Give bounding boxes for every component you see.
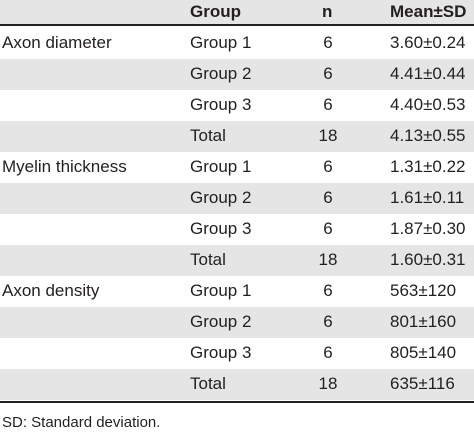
table-row: Group 3 6 4.40±0.53 — [0, 90, 474, 121]
header-mean-sd: Mean±SD — [390, 2, 467, 21]
cell-n: 6 — [323, 95, 333, 114]
cell-mean-sd: 4.13±0.55 — [390, 126, 466, 145]
table-row: Group 3 6 1.87±0.30 — [0, 214, 474, 245]
table-row: Group 3 6 805±140 — [0, 338, 474, 369]
cell-group: Total — [190, 250, 226, 269]
cell-group: Group 3 — [190, 343, 252, 362]
cell-n: 6 — [323, 281, 333, 300]
cell-mean-sd: 1.61±0.11 — [390, 188, 465, 207]
cell-mean-sd: 1.31±0.22 — [390, 157, 466, 176]
cell-n: 18 — [318, 126, 338, 145]
cell-mean-sd: 1.60±0.31 — [390, 250, 466, 269]
cell-mean-sd: 1.87±0.30 — [390, 219, 466, 238]
header-group: Group — [190, 2, 241, 21]
cell-n: 6 — [323, 219, 333, 238]
cell-mean-sd: 805±140 — [390, 343, 457, 362]
cell-variable: Axon diameter — [2, 33, 112, 52]
table-row: Total 18 635±116 — [0, 369, 474, 400]
cell-group: Group 2 — [190, 188, 252, 207]
table-header-row: Group n Mean±SD — [0, 0, 474, 24]
cell-n: 6 — [323, 312, 333, 331]
cell-n: 6 — [323, 343, 333, 362]
cell-group: Total — [190, 126, 226, 145]
cell-variable: Axon density — [2, 281, 100, 300]
cell-group: Group 2 — [190, 312, 252, 331]
cell-group: Total — [190, 374, 226, 393]
cell-n: 6 — [323, 157, 333, 176]
cell-group: Group 2 — [190, 64, 252, 83]
table-row: Group 2 6 1.61±0.11 — [0, 183, 474, 214]
table-top-rule — [0, 24, 474, 26]
cell-group: Group 3 — [190, 95, 252, 114]
table-footnote: SD: Standard deviation. — [2, 414, 161, 431]
header-n: n — [322, 2, 333, 21]
cell-mean-sd: 4.40±0.53 — [390, 95, 466, 114]
cell-mean-sd: 563±120 — [390, 281, 457, 300]
cell-n: 18 — [318, 250, 338, 269]
cell-n: 6 — [323, 64, 333, 83]
cell-mean-sd: 635±116 — [390, 374, 455, 393]
cell-variable: Myelin thickness — [2, 157, 127, 176]
table-bottom-rule — [0, 401, 474, 403]
cell-group: Group 1 — [190, 157, 252, 176]
table-row: Myelin thickness Group 1 6 1.31±0.22 — [0, 152, 474, 183]
cell-mean-sd: 3.60±0.24 — [390, 33, 466, 52]
table-row: Axon diameter Group 1 6 3.60±0.24 — [0, 28, 474, 59]
table-row: Group 2 6 4.41±0.44 — [0, 59, 474, 90]
table-row: Group 2 6 801±160 — [0, 307, 474, 338]
table-row: Total 18 1.60±0.31 — [0, 245, 474, 276]
cell-n: 6 — [323, 188, 333, 207]
table-row: Total 18 4.13±0.55 — [0, 121, 474, 152]
cell-group: Group 3 — [190, 219, 252, 238]
cell-n: 18 — [318, 374, 338, 393]
table-row: Axon density Group 1 6 563±120 — [0, 276, 474, 307]
cell-group: Group 1 — [190, 281, 252, 300]
cell-mean-sd: 801±160 — [390, 312, 457, 331]
cell-n: 6 — [323, 33, 333, 52]
cell-group: Group 1 — [190, 33, 252, 52]
cell-mean-sd: 4.41±0.44 — [390, 64, 466, 83]
